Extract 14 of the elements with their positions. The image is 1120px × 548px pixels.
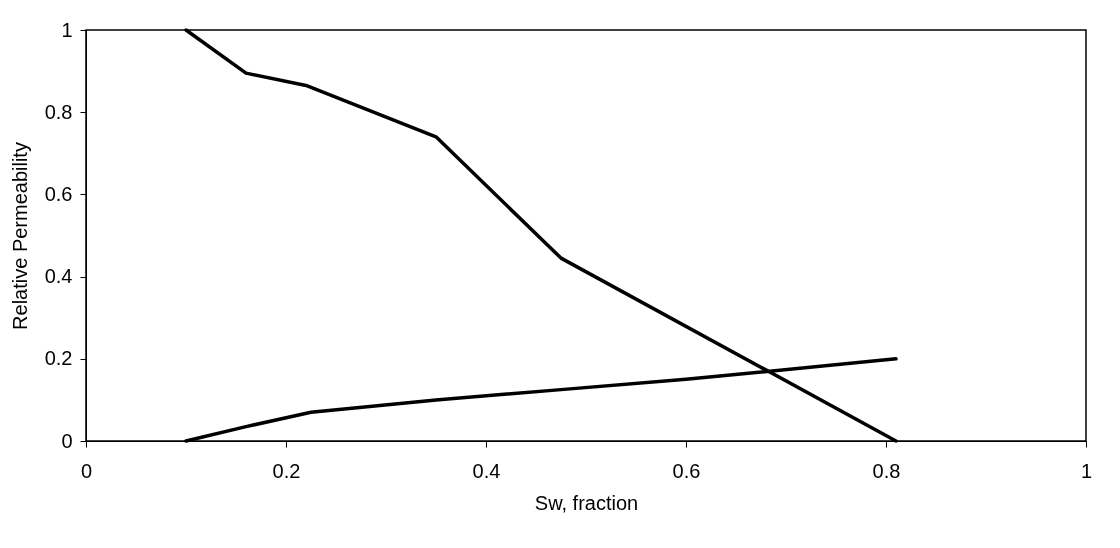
y-tick-label: 1: [61, 18, 73, 41]
x-tick-label: 0.8: [872, 459, 901, 482]
y-tick-label: 0: [61, 429, 73, 452]
y-tick-label: 0.4: [44, 265, 73, 288]
y-tick-label: 0.6: [44, 182, 73, 205]
x-axis-title: Sw, fraction: [534, 491, 639, 514]
x-tick-label: 1: [1080, 459, 1093, 482]
x-tick-label: 0.6: [672, 459, 701, 482]
x-tick-label: 0.4: [472, 459, 501, 482]
x-tick-label: 0.2: [272, 459, 301, 482]
y-tick-label: 0.8: [44, 100, 73, 123]
y-axis-title: Relative Permeability: [8, 142, 31, 330]
x-tick-label: 0: [80, 459, 93, 482]
y-tick-label: 0.2: [44, 347, 73, 370]
